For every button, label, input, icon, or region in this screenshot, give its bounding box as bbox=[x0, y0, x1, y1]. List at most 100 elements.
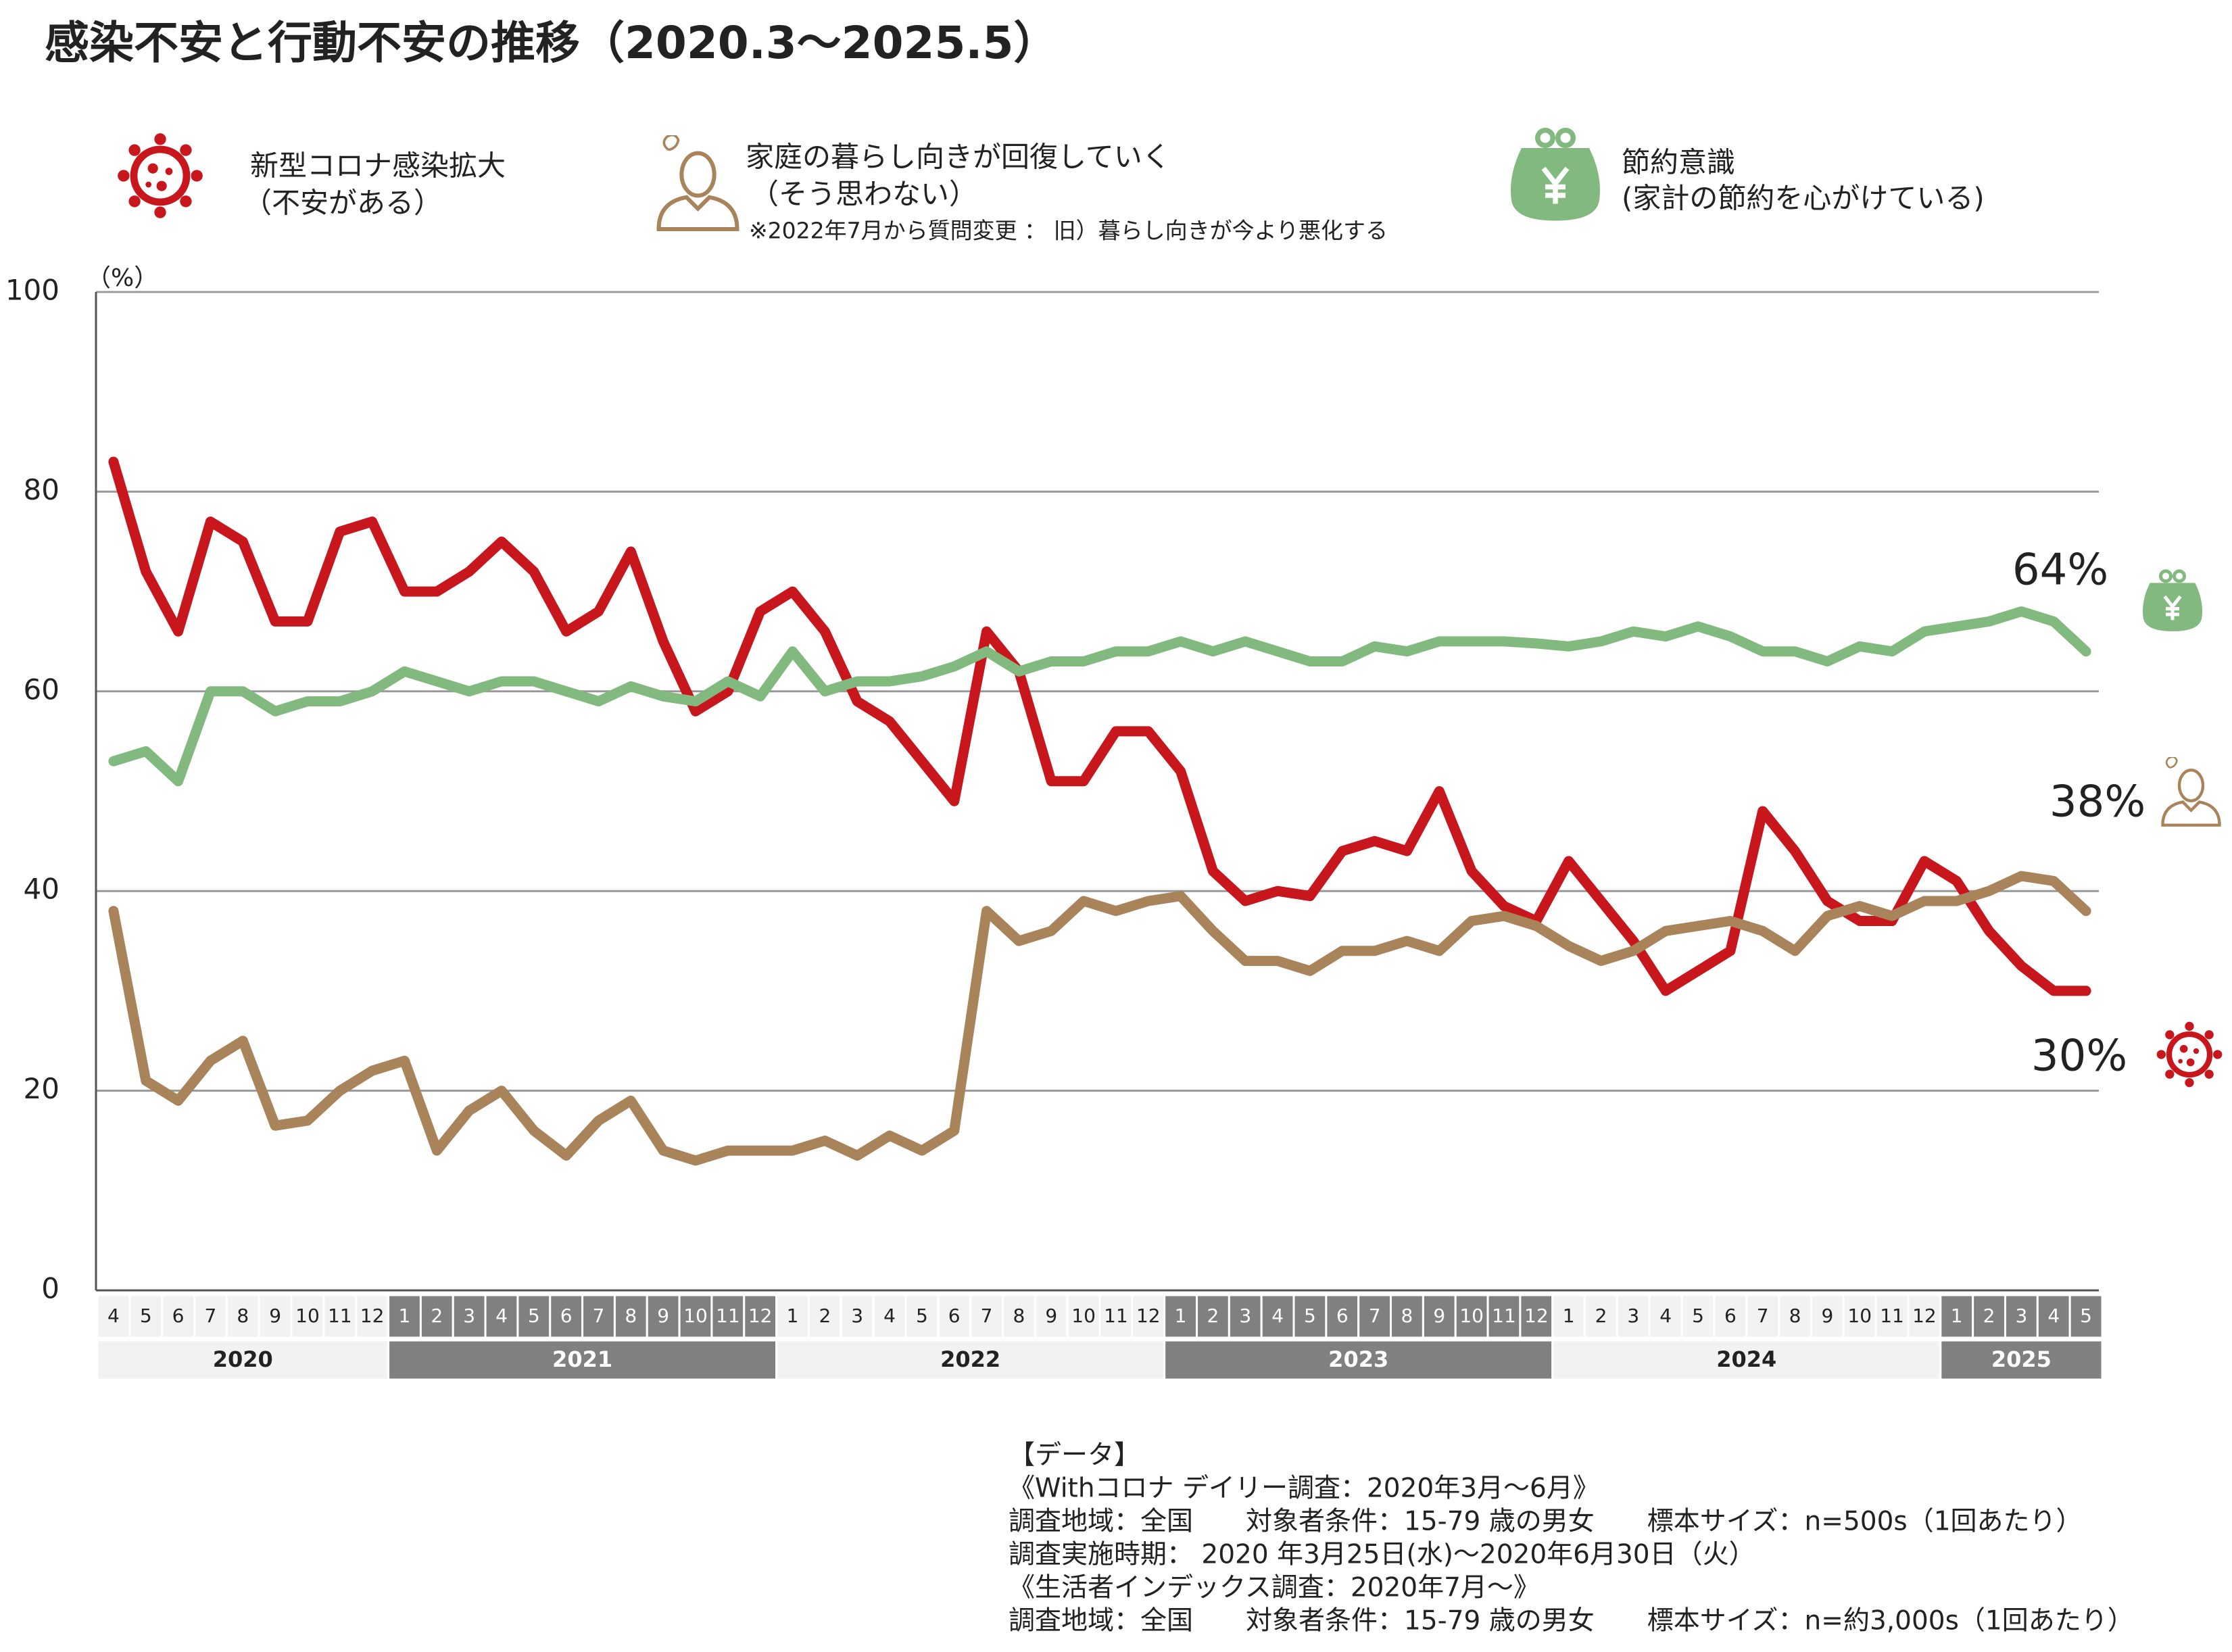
series-line bbox=[108, 871, 2091, 1166]
year-label: 2023 bbox=[1328, 1346, 1388, 1372]
month-cell bbox=[387, 1294, 422, 1339]
end-icon bbox=[2157, 1022, 2223, 1088]
month-cell bbox=[1066, 1294, 1101, 1339]
x-tick-label: 12 bbox=[360, 1305, 385, 1327]
x-tick-label: 1 bbox=[1175, 1305, 1187, 1327]
month-cell bbox=[2068, 1294, 2104, 1339]
x-tick-label: 9 bbox=[1821, 1305, 1833, 1327]
month-cell bbox=[1939, 1294, 1974, 1339]
x-tick-label: 4 bbox=[883, 1305, 896, 1327]
month-cell bbox=[258, 1294, 293, 1339]
x-tick-label: 7 bbox=[981, 1305, 993, 1327]
x-tick-label: 8 bbox=[1789, 1305, 1801, 1327]
footnote: 《生活者インデックス調査：2020年7月～》 bbox=[1009, 1573, 1540, 1603]
month-cell bbox=[1616, 1294, 1651, 1339]
x-tick-label: 12 bbox=[748, 1305, 773, 1327]
month-cell bbox=[969, 1294, 1004, 1339]
x-tick-label: 4 bbox=[2047, 1305, 2060, 1327]
year-cell bbox=[1551, 1339, 1942, 1381]
legend-icon bbox=[659, 135, 737, 229]
footnote: 調査地域：全国 対象者条件：15-79 歳の男女 標本サイズ：n=500s（1回… bbox=[1009, 1507, 2083, 1537]
legend-label: 新型コロナ感染拡大 bbox=[250, 149, 506, 183]
y-unit: （%） bbox=[87, 264, 158, 292]
month-cell bbox=[710, 1294, 746, 1339]
x-tick-label: 10 bbox=[295, 1305, 320, 1327]
year-label: 2025 bbox=[1991, 1346, 2052, 1372]
x-tick-label: 3 bbox=[463, 1305, 475, 1327]
year-label: 2021 bbox=[552, 1346, 612, 1372]
x-tick-label: 9 bbox=[657, 1305, 669, 1327]
end-label: 30% bbox=[2031, 1031, 2127, 1082]
month-cell bbox=[807, 1294, 842, 1339]
x-tick-label: 1 bbox=[787, 1305, 799, 1327]
month-cell bbox=[225, 1294, 260, 1339]
x-tick-label: 9 bbox=[269, 1305, 281, 1327]
x-tick-label: 8 bbox=[625, 1305, 637, 1327]
x-tick-label: 3 bbox=[1239, 1305, 1251, 1327]
month-cell bbox=[937, 1294, 972, 1339]
end-icon bbox=[2143, 571, 2202, 631]
end-label: 38% bbox=[2049, 777, 2145, 827]
legend-label: 節約意識 bbox=[1622, 146, 1735, 179]
x-tick-label: 7 bbox=[1757, 1305, 1769, 1327]
month-cell bbox=[1680, 1294, 1716, 1339]
x-tick-label: 5 bbox=[140, 1305, 152, 1327]
x-tick-label: 5 bbox=[528, 1305, 540, 1327]
legend-icon bbox=[118, 133, 203, 218]
x-tick-label: 11 bbox=[716, 1305, 740, 1327]
month-cell bbox=[581, 1294, 616, 1339]
y-tick-label: 40 bbox=[24, 873, 59, 906]
x-tick-label: 7 bbox=[593, 1305, 605, 1327]
x-tick-label: 10 bbox=[1847, 1305, 1872, 1327]
x-tick-label: 8 bbox=[237, 1305, 249, 1327]
y-tick-label: 80 bbox=[24, 473, 59, 506]
x-tick-label: 12 bbox=[1912, 1305, 1937, 1327]
x-tick-label: 4 bbox=[495, 1305, 508, 1327]
x-tick-label: 1 bbox=[1563, 1305, 1575, 1327]
y-tick-label: 60 bbox=[24, 673, 59, 706]
month-cell bbox=[1486, 1294, 1522, 1339]
month-cell bbox=[1131, 1294, 1166, 1339]
x-tick-label: 8 bbox=[1401, 1305, 1413, 1327]
x-tick-label: 5 bbox=[2080, 1305, 2092, 1327]
x-tick-label: 6 bbox=[948, 1305, 961, 1327]
x-tick-label: 3 bbox=[2015, 1305, 2027, 1327]
x-tick-label: 1 bbox=[399, 1305, 411, 1327]
chart-title: 感染不安と行動不安の推移（2020.3～2025.5） bbox=[45, 17, 1058, 69]
x-tick-label: 9 bbox=[1433, 1305, 1445, 1327]
x-tick-label: 11 bbox=[328, 1305, 352, 1327]
x-tick-label: 2 bbox=[1983, 1305, 1995, 1327]
month-cell bbox=[549, 1294, 584, 1339]
x-tick-label: 11 bbox=[1104, 1305, 1128, 1327]
month-cell bbox=[678, 1294, 713, 1339]
footnote: 調査地域：全国 対象者条件：15-79 歳の男女 標本サイズ：n=約3,000s… bbox=[1009, 1606, 2134, 1636]
month-cell bbox=[96, 1294, 131, 1339]
footnote: 調査実施時期： 2020 年3月25日(水)～2020年6月30日（火） bbox=[1009, 1540, 1755, 1570]
x-tick-label: 2 bbox=[819, 1305, 831, 1327]
year-label: 2022 bbox=[940, 1346, 1000, 1372]
x-tick-label: 3 bbox=[851, 1305, 863, 1327]
footnote: 《Withコロナ デイリー調査：2020年3月～6月》 bbox=[1009, 1474, 1599, 1504]
x-tick-label: 6 bbox=[1724, 1305, 1737, 1327]
month-cell bbox=[1422, 1294, 1457, 1339]
month-cell bbox=[1260, 1294, 1295, 1339]
x-tick-label: 11 bbox=[1492, 1305, 1516, 1327]
y-tick-label: 20 bbox=[24, 1072, 59, 1105]
x-tick-label: 1 bbox=[1951, 1305, 1963, 1327]
x-tick-label: 5 bbox=[1304, 1305, 1316, 1327]
y-tick-label: 0 bbox=[41, 1272, 59, 1305]
month-cell bbox=[1874, 1294, 1910, 1339]
legend-icon bbox=[1511, 130, 1600, 221]
legend-label: 家庭の暮らし向きが回復していく bbox=[746, 141, 1171, 174]
year-label: 2024 bbox=[1716, 1346, 1776, 1372]
month-cell bbox=[1842, 1294, 1877, 1339]
legend-sub: （不安がある） bbox=[243, 187, 442, 220]
x-tick-label: 10 bbox=[1459, 1305, 1484, 1327]
month-cell bbox=[452, 1294, 487, 1339]
month-cell bbox=[1325, 1294, 1360, 1339]
x-tick-label: 2 bbox=[1207, 1305, 1219, 1327]
x-tick-label: 9 bbox=[1045, 1305, 1057, 1327]
month-cell bbox=[904, 1294, 940, 1339]
x-tick-label: 5 bbox=[916, 1305, 928, 1327]
